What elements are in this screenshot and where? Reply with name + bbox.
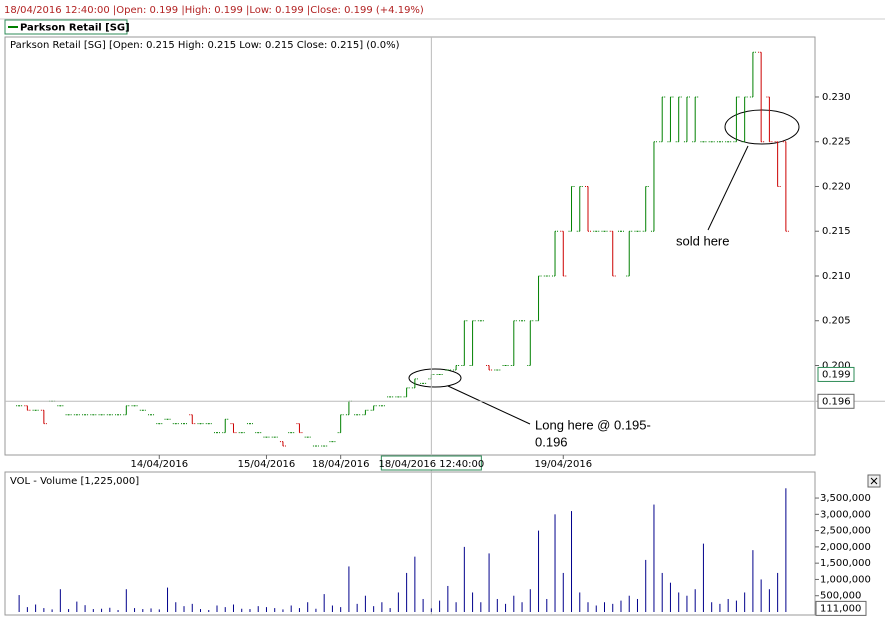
y-tick-label: 0.230 — [822, 92, 851, 103]
legend-box[interactable] — [4, 19, 128, 35]
y-tick-label: 0.215 — [822, 226, 851, 237]
cursor-price-box — [817, 393, 855, 409]
y-tick-label: 0.220 — [822, 181, 851, 192]
exit-ellipse — [724, 109, 800, 145]
entry-note: 0.196 — [535, 434, 568, 449]
entry-ellipse — [408, 368, 462, 388]
y-tick-label: 3,500,000 — [820, 493, 871, 504]
volume-panel — [4, 471, 816, 616]
cursor-volume-box — [815, 600, 867, 616]
y-tick-label: 0.225 — [822, 137, 851, 148]
cursor-time-label: 18/04/2016 12:40:00 — [378, 459, 484, 470]
y-tick-label: 0.205 — [822, 316, 851, 327]
exit-pointer — [707, 145, 749, 231]
y-tick-label: 1,000,000 — [820, 574, 871, 585]
last-price-label: 0.199 — [822, 369, 851, 380]
legend-label: Parkson Retail [SG] — [20, 23, 130, 34]
y-tick-label: 2,500,000 — [820, 526, 871, 537]
y-tick-label: 2,000,000 — [820, 542, 871, 553]
cursor-price-label: 0.196 — [822, 396, 851, 407]
y-tick-label: 0.200 — [822, 360, 851, 371]
y-tick-label: 500,000 — [820, 591, 861, 602]
y-tick-label: 1,500,000 — [820, 558, 871, 569]
x-tick-label: 15/04/2016 — [238, 459, 296, 470]
close-icon — [870, 477, 878, 485]
exit-note: sold here — [676, 233, 729, 248]
cursor-volume-label: 111,000 — [820, 603, 861, 614]
entry-note: Long here @ 0.195- — [535, 417, 651, 432]
x-tick-label: 14/04/2016 — [130, 459, 188, 470]
x-tick-label: 18/04/2016 — [312, 459, 370, 470]
x-tick-label: 19/04/2016 — [534, 459, 592, 470]
y-tick-label: 3,000,000 — [820, 509, 871, 520]
volume-panel-title: VOL - Volume [1,225,000] — [10, 476, 139, 487]
cursor-time-box — [380, 455, 482, 471]
last-price-box — [817, 366, 855, 382]
y-tick-label: 0.210 — [822, 271, 851, 282]
entry-pointer — [447, 385, 531, 425]
ohlc-header: 18/04/2016 12:40:00 |Open: 0.199 |High: … — [4, 5, 424, 16]
price-panel-title: Parkson Retail [SG] [Open: 0.215 High: 0… — [10, 40, 400, 51]
price-panel — [4, 36, 816, 456]
